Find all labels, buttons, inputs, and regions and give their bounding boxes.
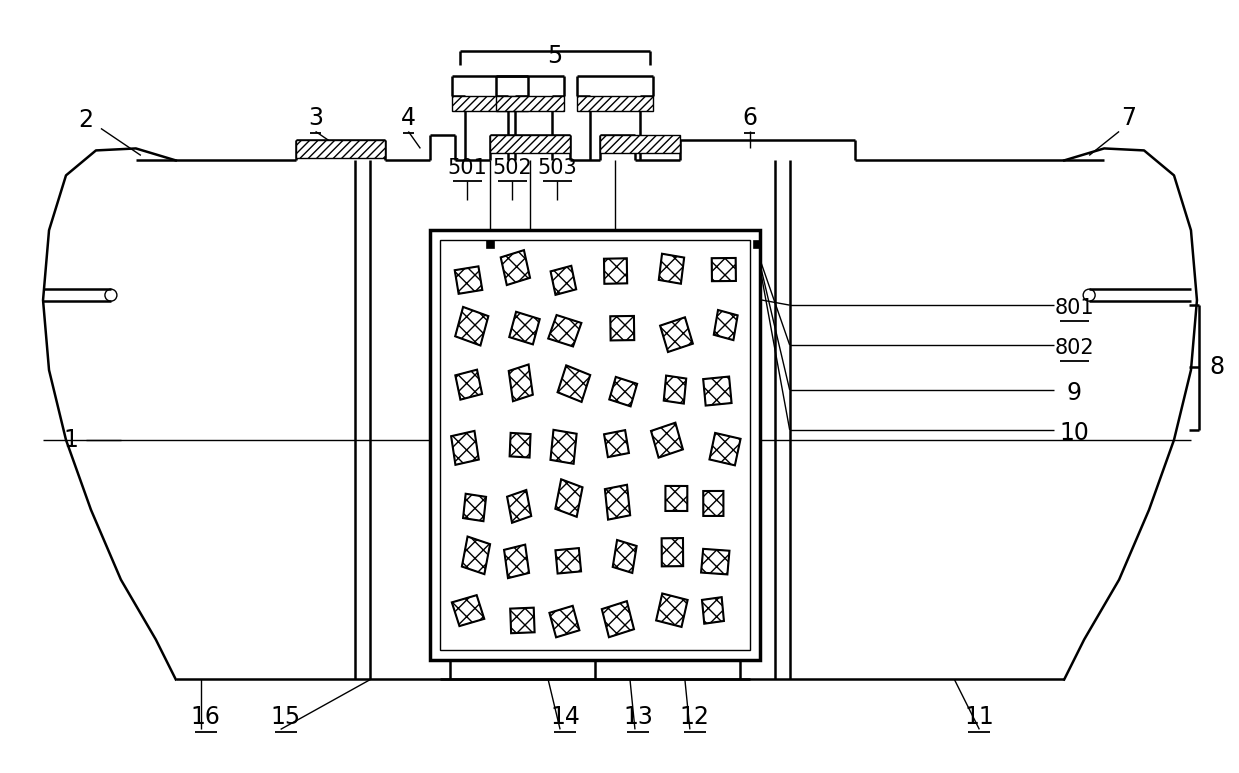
Polygon shape: [657, 594, 688, 627]
Polygon shape: [703, 598, 724, 624]
Text: 10: 10: [1059, 421, 1089, 445]
Polygon shape: [611, 316, 634, 340]
Polygon shape: [704, 376, 731, 406]
Text: 502: 502: [492, 158, 532, 179]
Polygon shape: [550, 266, 576, 295]
Text: 12: 12: [680, 706, 710, 730]
Polygon shape: [660, 317, 693, 352]
Bar: [430, 230, 760, 659]
Polygon shape: [662, 538, 683, 567]
Text: 503: 503: [538, 158, 577, 179]
Text: 3: 3: [309, 107, 323, 131]
Polygon shape: [455, 307, 488, 346]
Polygon shape: [603, 258, 627, 284]
Text: 16: 16: [191, 706, 221, 730]
Bar: [440, 240, 750, 649]
Text: 4: 4: [401, 107, 416, 131]
Polygon shape: [659, 254, 684, 284]
Polygon shape: [451, 431, 478, 465]
Polygon shape: [665, 486, 688, 511]
Polygon shape: [504, 545, 529, 578]
Polygon shape: [650, 423, 683, 458]
Polygon shape: [548, 315, 581, 346]
Polygon shape: [549, 606, 580, 637]
Bar: [487, 241, 494, 248]
Polygon shape: [714, 310, 737, 340]
Bar: [753, 241, 761, 248]
Polygon shape: [509, 433, 530, 458]
Polygon shape: [509, 364, 533, 401]
Bar: [452, 96, 528, 111]
Polygon shape: [613, 540, 637, 573]
Polygon shape: [462, 536, 491, 574]
Text: 2: 2: [78, 108, 93, 132]
Text: 1: 1: [63, 428, 78, 452]
Polygon shape: [550, 430, 576, 464]
Bar: [296, 141, 385, 158]
Text: 9: 9: [1067, 381, 1082, 405]
Polygon shape: [555, 479, 582, 517]
Polygon shape: [507, 490, 532, 523]
Text: 7: 7: [1121, 107, 1136, 131]
Text: 501: 501: [447, 158, 487, 179]
Polygon shape: [704, 491, 724, 516]
Text: 14: 14: [550, 706, 580, 730]
Text: 15: 15: [270, 706, 301, 730]
Text: 802: 802: [1054, 338, 1094, 358]
Polygon shape: [701, 549, 730, 574]
Polygon shape: [509, 312, 540, 345]
Text: 8: 8: [1209, 355, 1224, 379]
Polygon shape: [605, 485, 631, 519]
Polygon shape: [710, 433, 741, 465]
Polygon shape: [610, 377, 637, 407]
Polygon shape: [711, 258, 736, 281]
Polygon shape: [455, 267, 482, 294]
Bar: [577, 96, 653, 111]
Text: 13: 13: [623, 706, 653, 730]
Bar: [497, 96, 564, 111]
Polygon shape: [555, 548, 581, 574]
Text: 801: 801: [1054, 298, 1094, 318]
Polygon shape: [455, 369, 482, 400]
Polygon shape: [510, 608, 534, 633]
Text: 6: 6: [742, 107, 757, 131]
Bar: [600, 135, 680, 153]
Polygon shape: [463, 494, 486, 521]
Polygon shape: [605, 430, 629, 457]
Polygon shape: [452, 595, 484, 626]
Polygon shape: [558, 366, 590, 402]
Bar: [491, 135, 570, 153]
Text: 5: 5: [548, 43, 563, 67]
Polygon shape: [602, 601, 634, 637]
Polygon shape: [664, 376, 686, 404]
Text: 11: 11: [964, 706, 994, 730]
Polygon shape: [501, 250, 530, 285]
